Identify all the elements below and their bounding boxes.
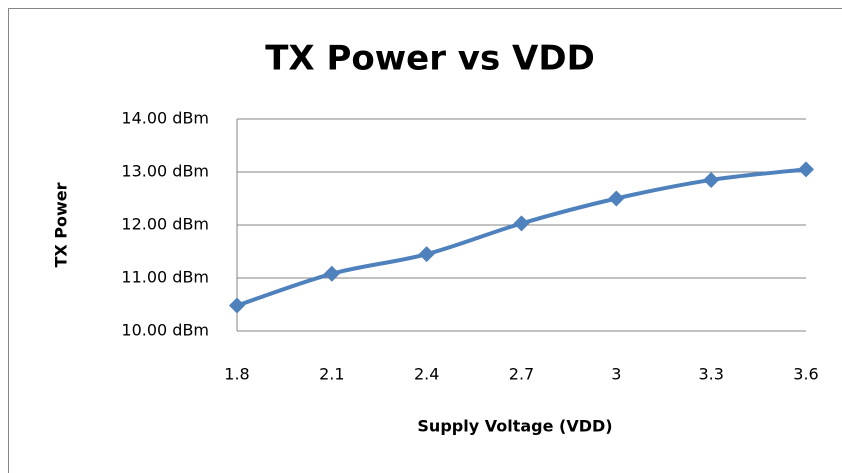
x-tick-label: 1.8: [224, 365, 249, 384]
y-tick-label: 14.00 dBm: [121, 109, 209, 128]
y-tick-label: 11.00 dBm: [121, 268, 209, 287]
x-tick-label: 2.1: [319, 365, 344, 384]
x-tick-label: 3.3: [698, 365, 723, 384]
marker: [229, 297, 245, 314]
marker: [703, 171, 720, 188]
x-tick-label: 3: [611, 365, 621, 384]
y-tick-label: 10.00 dBm: [121, 321, 209, 340]
x-tick-label: 2.7: [509, 365, 534, 384]
marker: [418, 246, 435, 263]
x-tick-label: 2.4: [414, 365, 439, 384]
y-tick-label: 12.00 dBm: [121, 215, 209, 234]
x-axis-label: Supply Voltage (VDD): [417, 417, 612, 436]
chart-border: [8, 8, 842, 473]
marker: [608, 190, 625, 207]
y-axis-label: TX Power: [52, 182, 71, 267]
x-tick-label: 3.6: [793, 365, 818, 384]
chart-title: TX Power vs VDD: [265, 39, 595, 79]
y-tick-label: 13.00 dBm: [121, 162, 209, 181]
marker: [798, 161, 814, 178]
marker: [513, 215, 530, 232]
marker: [323, 265, 340, 282]
